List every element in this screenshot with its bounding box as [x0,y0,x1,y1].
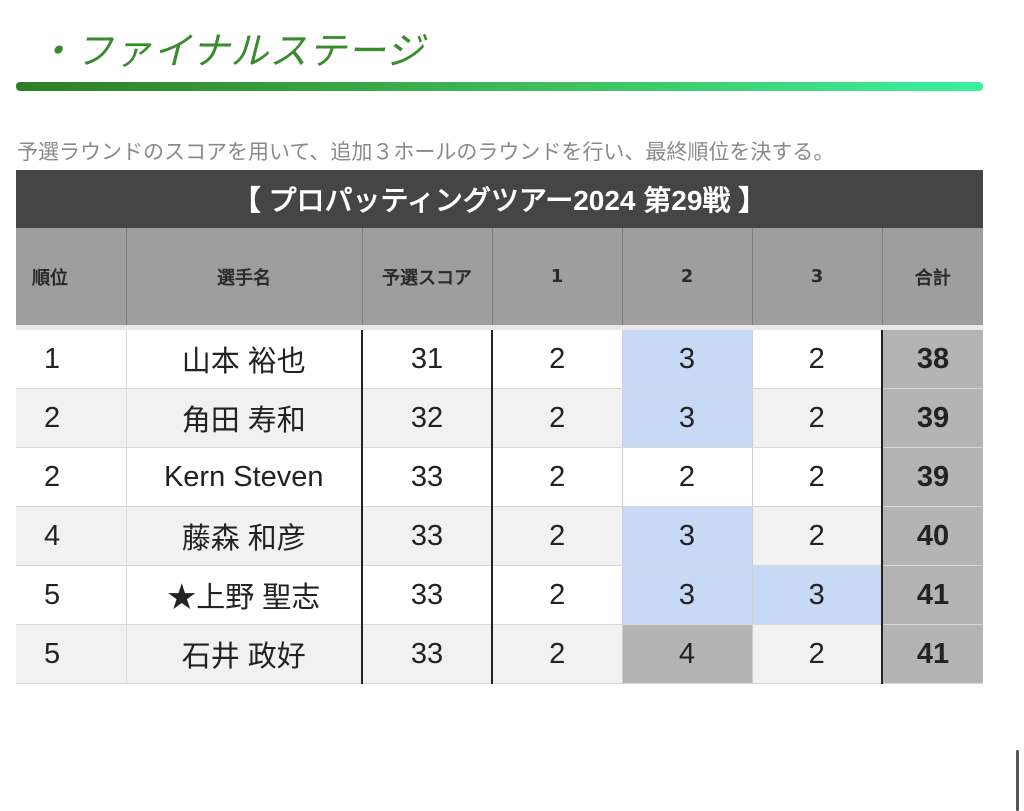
cell-total: 38 [881,327,983,389]
cell-player: 石井 政好 [125,624,362,684]
table-row: 5 ★上野 聖志 33 2 3 3 41 [16,565,983,625]
cell-hole2: 3 [621,388,752,448]
cell-player: Kern Steven [125,447,362,507]
cell-total: 41 [881,565,983,625]
cell-rank: 4 [16,506,126,566]
cell-rank: 2 [16,447,126,507]
cell-hole2: 2 [621,447,752,507]
table-row: 5 石井 政好 33 2 4 2 41 [16,624,983,684]
cell-hole1: 2 [491,327,622,389]
header-qualifying: 予選スコア [362,228,493,330]
table-row: 2 Kern Steven 33 2 2 2 39 [16,447,983,507]
header-hole1: 1 [492,228,623,330]
cell-hole2: 3 [621,327,752,389]
cell-hole2: 3 [621,506,752,566]
table-title: 【 プロパッティングツアー2024 第29戦 】 [16,170,983,228]
cell-hole3: 2 [751,624,882,684]
cell-hole1: 2 [491,447,622,507]
cell-hole2: 4 [621,624,752,684]
results-table: 順位 選手名 予選スコア 1 2 3 合計 1 山本 裕也 31 2 3 2 3… [16,228,983,684]
header-player: 選手名 [126,228,363,330]
cell-player: ★上野 聖志 [125,565,362,625]
table-row: 2 角田 寿和 32 2 3 2 39 [16,388,983,448]
cell-hole1: 2 [491,506,622,566]
section-heading: ・ファイナルステージ [36,29,425,73]
cell-player: 角田 寿和 [125,388,362,448]
scrollbar[interactable] [1016,750,1019,811]
cell-total: 39 [881,447,983,507]
cell-player: 藤森 和彦 [125,506,362,566]
cell-hole3: 2 [751,327,882,389]
cell-total: 41 [881,624,983,684]
heading-underline [16,82,983,91]
cell-total: 40 [881,506,983,566]
cell-qualifying: 33 [361,447,492,507]
header-hole2: 2 [622,228,753,330]
cell-total: 39 [881,388,983,448]
cell-hole3: 2 [751,447,882,507]
cell-qualifying: 33 [361,506,492,566]
cell-hole3: 3 [751,565,882,625]
cell-qualifying: 31 [361,327,492,389]
section-description: 予選ラウンドのスコアを用いて、追加３ホールのラウンドを行い、最終順位を決する。 [17,140,835,164]
cell-rank: 5 [16,624,126,684]
cell-rank: 1 [16,327,126,389]
cell-qualifying: 33 [361,624,492,684]
cell-player: 山本 裕也 [125,327,362,389]
header-total: 合計 [882,228,983,330]
table-header-row: 順位 選手名 予選スコア 1 2 3 合計 [16,228,983,330]
cell-hole1: 2 [491,565,622,625]
cell-hole1: 2 [491,388,622,448]
cell-rank: 5 [16,565,126,625]
cell-hole2: 3 [621,565,752,625]
cell-rank: 2 [16,388,126,448]
results-table-container: 【 プロパッティングツアー2024 第29戦 】 順位 選手名 予選スコア 1 … [16,170,983,684]
cell-qualifying: 32 [361,388,492,448]
cell-hole1: 2 [491,624,622,684]
header-rank: 順位 [16,228,127,330]
header-hole3: 3 [752,228,883,330]
table-row: 4 藤森 和彦 33 2 3 2 40 [16,506,983,566]
cell-hole3: 2 [751,506,882,566]
table-row: 1 山本 裕也 31 2 3 2 38 [16,327,983,389]
cell-hole3: 2 [751,388,882,448]
cell-qualifying: 33 [361,565,492,625]
